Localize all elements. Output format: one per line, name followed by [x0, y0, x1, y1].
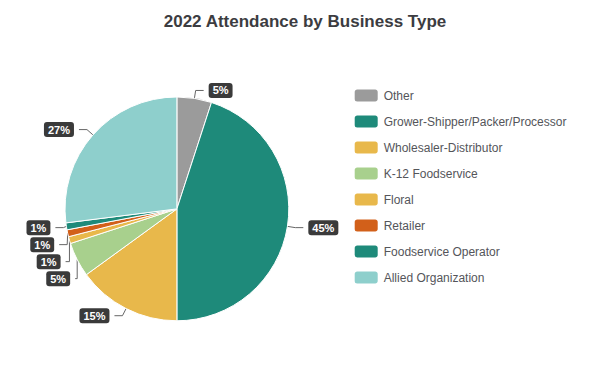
svg-text:5%: 5%	[50, 273, 66, 285]
svg-text:1%: 1%	[34, 239, 50, 251]
svg-text:2022 Attendance by Business Ty: 2022 Attendance by Business Type	[164, 12, 447, 31]
svg-text:1%: 1%	[41, 256, 57, 268]
svg-text:Allied Organization: Allied Organization	[384, 271, 485, 285]
svg-text:Other: Other	[384, 89, 414, 103]
svg-text:Floral: Floral	[384, 193, 414, 207]
svg-text:Wholesaler-Distributor: Wholesaler-Distributor	[384, 141, 503, 155]
svg-text:Retailer: Retailer	[384, 219, 425, 233]
svg-text:Grower-Shipper/Packer/Processo: Grower-Shipper/Packer/Processor	[384, 115, 567, 129]
svg-text:5%: 5%	[213, 84, 229, 96]
svg-text:45%: 45%	[312, 222, 334, 234]
svg-text:Foodservice Operator: Foodservice Operator	[384, 245, 500, 259]
svg-text:15%: 15%	[83, 310, 105, 322]
svg-text:K-12 Foodservice: K-12 Foodservice	[384, 167, 478, 181]
svg-text:1%: 1%	[30, 222, 46, 234]
svg-text:27%: 27%	[48, 124, 70, 136]
